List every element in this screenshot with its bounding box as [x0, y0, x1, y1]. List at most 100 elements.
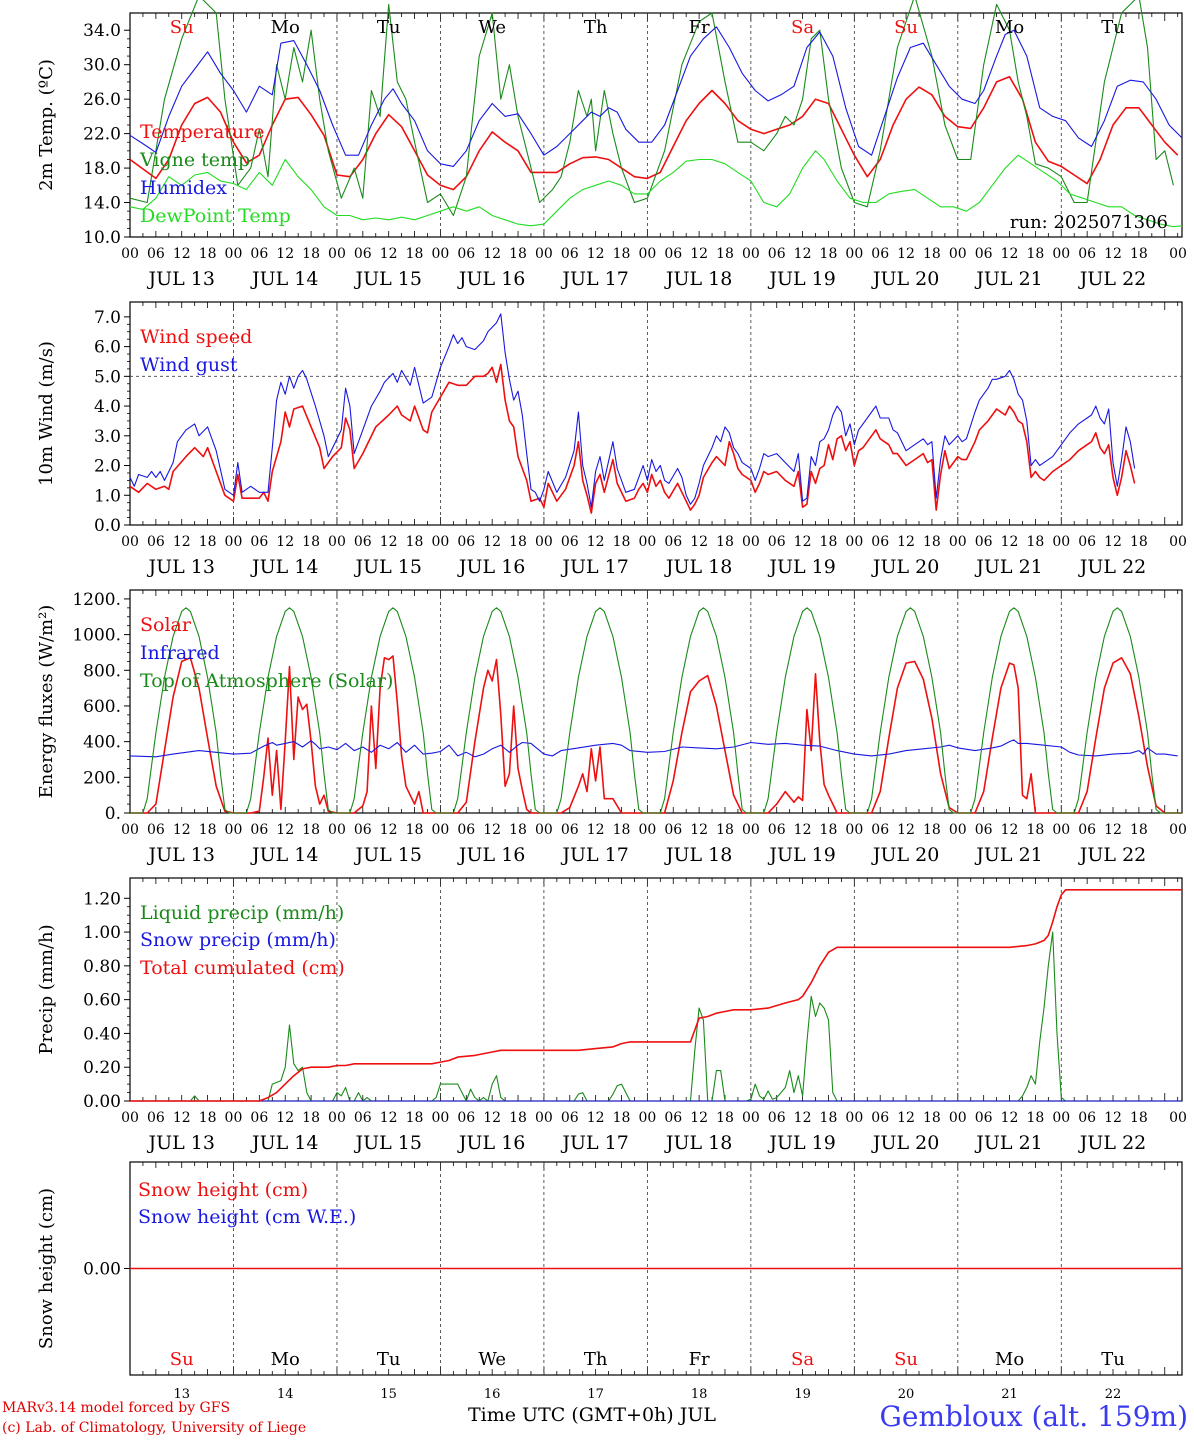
day-number-label: 16 [484, 1387, 501, 1402]
x-tick-label: 12 [897, 534, 915, 550]
x-tick-label: 12 [690, 534, 708, 550]
x-tick-label: 12 [173, 1110, 191, 1126]
legend-entry: Solar [140, 614, 192, 636]
y-tick-label: 22.0 [83, 125, 121, 145]
x-tick-label: 12 [276, 1110, 294, 1126]
x-tick-label: 12 [690, 1110, 708, 1126]
y-tick-label: 5.0 [94, 367, 121, 387]
x-tick-label: 18 [923, 246, 941, 262]
x-tick-label: 18 [1026, 1110, 1044, 1126]
date-label: JUL 20 [871, 844, 939, 866]
x-tick-label: 00 [845, 1110, 863, 1126]
x-tick-label: 18 [820, 1110, 838, 1126]
x-tick-label: 18 [820, 822, 838, 838]
date-label: JUL 17 [560, 844, 628, 866]
x-tick-label: 00 [328, 1110, 346, 1126]
weekday-label: Tu [1101, 1349, 1125, 1370]
lab-credit: (c) Lab. of Climatology, University of L… [2, 1420, 307, 1436]
day-number-label: 22 [1105, 1387, 1122, 1402]
date-label: JUL 15 [353, 1132, 421, 1154]
panel-2 [124, 301, 1183, 526]
y-tick-label: 18.0 [83, 159, 121, 179]
x-tick-label: 18 [199, 534, 217, 550]
weekday-label: We [478, 17, 506, 38]
date-label: JUL 16 [457, 1132, 525, 1154]
series-line-infrared [129, 739, 1178, 758]
x-tick-label: 18 [509, 246, 527, 262]
x-tick-label: 00 [1052, 822, 1070, 838]
y-tick-label: 1.00 [83, 923, 121, 943]
x-tick-label: 00 [1052, 246, 1070, 262]
x-tick-label: 18 [406, 534, 424, 550]
x-tick-label: 00 [328, 246, 346, 262]
y-tick-label: 600. [83, 697, 121, 717]
x-tick-label: 06 [147, 1110, 165, 1126]
x-tick-label: 00 [1169, 822, 1187, 838]
x-tick-label: 06 [561, 534, 579, 550]
x-tick-label: 00 [1052, 534, 1070, 550]
panel-3 [124, 589, 1183, 814]
x-tick-label: 00 [845, 822, 863, 838]
x-tick-label: 00 [535, 534, 553, 550]
panel-5 [124, 1161, 1183, 1376]
weekday-label: Sa [791, 17, 814, 38]
date-label: JUL 14 [250, 268, 318, 290]
y-tick-label: 0. [105, 804, 121, 824]
series-line-total-cumulated-cm- [130, 889, 1182, 1102]
x-tick-label: 00 [225, 822, 243, 838]
x-tick-label: 00 [121, 822, 139, 838]
x-tick-label: 00 [121, 534, 139, 550]
x-tick-label: 00 [432, 1110, 450, 1126]
date-label: JUL 19 [767, 844, 835, 866]
x-tick-label: 18 [406, 1110, 424, 1126]
x-tick-label: 00 [121, 246, 139, 262]
legend-entry: Snow height (cm) [138, 1179, 308, 1201]
x-tick-label: 12 [794, 246, 812, 262]
legend-entry: Top of Atmosphere (Solar) [140, 670, 393, 692]
date-label: JUL 17 [560, 1132, 628, 1154]
x-tick-label: 06 [457, 246, 475, 262]
legend-entry: Humidex [140, 177, 227, 199]
date-label: JUL 21 [974, 844, 1042, 866]
date-label: JUL 14 [250, 1132, 318, 1154]
x-tick-label: 12 [897, 246, 915, 262]
x-tick-label: 00 [949, 1110, 967, 1126]
x-tick-label: 06 [457, 822, 475, 838]
series-line-wind-gust [129, 313, 1136, 508]
x-tick-label: 06 [1078, 1110, 1096, 1126]
date-label: JUL 16 [457, 844, 525, 866]
x-tick-label: 06 [457, 1110, 475, 1126]
weekday-label: Mo [995, 1349, 1024, 1370]
date-label: JUL 16 [457, 268, 525, 290]
x-tick-label: 12 [1104, 822, 1122, 838]
x-tick-label: 18 [199, 822, 217, 838]
x-tick-label: 12 [897, 1110, 915, 1126]
plot-frame [129, 301, 1183, 526]
x-tick-label: 12 [1104, 1110, 1122, 1126]
x-tick-label: 00 [742, 822, 760, 838]
x-tick-label: 18 [302, 1110, 320, 1126]
weekday-label: Fr [689, 1349, 710, 1370]
x-tick-label: 06 [871, 534, 889, 550]
x-tick-label: 12 [380, 822, 398, 838]
x-tick-label: 00 [742, 246, 760, 262]
x-tick-label: 06 [975, 534, 993, 550]
x-tick-label: 00 [638, 534, 656, 550]
x-tick-label: 18 [199, 1110, 217, 1126]
x-tick-label: 06 [975, 246, 993, 262]
x-tick-label: 06 [1078, 822, 1096, 838]
x-tick-label: 12 [380, 1110, 398, 1126]
y-tick-label: 6.0 [94, 338, 121, 358]
date-label: JUL 22 [1078, 268, 1146, 290]
x-tick-label: 12 [173, 822, 191, 838]
y-axis-title: Precip (mm/h) [36, 924, 57, 1054]
x-tick-label: 18 [509, 534, 527, 550]
x-tick-label: 06 [1078, 534, 1096, 550]
y-tick-label: 0.00 [83, 1260, 121, 1280]
x-tick-label: 00 [328, 822, 346, 838]
date-label: JUL 14 [250, 556, 318, 578]
x-tick-label: 12 [1001, 246, 1019, 262]
series-line-temperature [129, 76, 1179, 191]
legend-entry: Infrared [140, 642, 220, 664]
weekday-label: Su [894, 17, 918, 38]
